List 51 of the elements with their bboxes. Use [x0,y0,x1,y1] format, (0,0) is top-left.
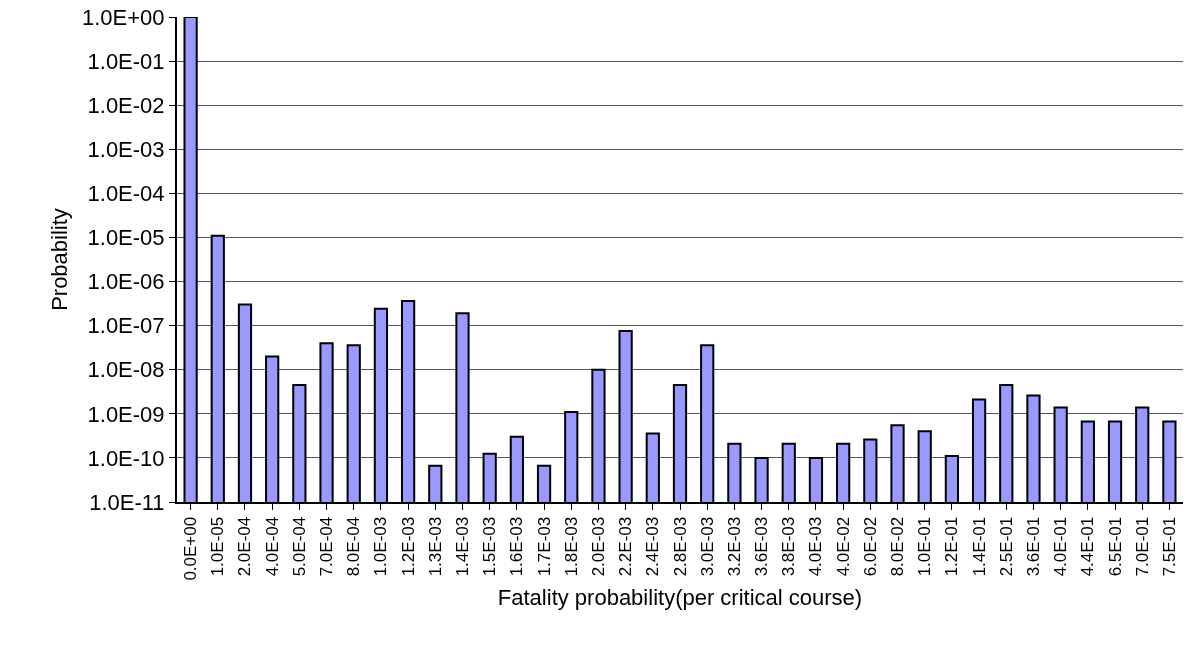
x-tick-label: 1.6E-03 [507,516,527,577]
x-tick-label: 2.5E-01 [996,516,1016,577]
x-tick-label: 2.0E-03 [588,516,608,577]
x-tick-label: 4.0E-02 [833,516,853,577]
x-tick-label: 6.0E-02 [860,516,880,577]
x-tick-label: 1.5E-03 [480,516,500,577]
x-tick-label: 1.2E-03 [398,516,418,577]
x-tick-label: 1.0E-03 [371,516,391,577]
y-tick-label: 1.0E-09 [87,401,165,427]
y-axis-title: Probability [47,208,73,311]
y-tick-label: 1.0E-08 [87,357,165,383]
y-tick-label: 1.0E-02 [87,92,165,118]
x-tick-label: 1.4E-03 [453,516,473,577]
x-tick-label: 3.2E-03 [724,516,744,577]
x-tick-label: 3.6E-01 [1023,516,1043,577]
y-tick-label: 1.0E-04 [87,181,165,207]
y-tick-label: 1.0E+00 [82,4,165,30]
x-tick-label: 5.0E-04 [289,516,309,577]
x-tick-label: 2.2E-03 [616,516,636,577]
y-tick-label: 1.0E-07 [87,313,165,339]
y-tick-label: 1.0E-06 [87,269,165,295]
x-axis-title: Fatality probability(per critical course) [497,585,863,611]
x-tick-label: 1.4E-01 [969,516,989,577]
x-tick-label: 2.4E-03 [643,516,663,577]
x-tick-label: 1.8E-03 [561,516,581,577]
x-tick-label: 0.0E+00 [181,516,201,581]
y-tick-label: 1.0E-10 [87,445,165,471]
y-tick-label: 1.0E-03 [87,136,165,162]
x-tick-label: 1.0E-01 [915,516,935,577]
x-tick-label: 4.0E-03 [806,516,826,577]
y-tick-label: 1.0E-01 [87,48,165,74]
x-tick-label: 2.8E-03 [670,516,690,577]
x-tick-label: 1.0E-05 [208,516,228,577]
x-tick-label: 8.0E-04 [344,516,364,577]
x-tick-label: 1.7E-03 [534,516,554,577]
x-tick-label: 6.5E-01 [1105,516,1125,577]
x-tick-label: 3.0E-03 [697,516,717,577]
x-tick-label: 4.4E-01 [1078,516,1098,577]
x-tick-label: 3.8E-03 [779,516,799,577]
x-tick-label: 1.3E-03 [425,516,445,577]
x-tick-label: 4.0E-01 [1051,516,1071,577]
x-tick-label: 7.5E-01 [1159,516,1179,577]
x-tick-label: 1.2E-01 [942,516,962,577]
x-tick-label: 8.0E-02 [888,516,908,577]
x-tick-label: 4.0E-04 [262,516,282,577]
x-tick-label: 7.0E-04 [317,516,337,577]
y-tick-label: 1.0E-11 [89,489,165,515]
x-tick-label: 2.0E-04 [235,516,255,577]
x-tick-label: 3.6E-03 [752,516,772,577]
y-tick-label: 1.0E-05 [87,225,165,251]
x-tick-label: 7.0E-01 [1132,516,1152,577]
